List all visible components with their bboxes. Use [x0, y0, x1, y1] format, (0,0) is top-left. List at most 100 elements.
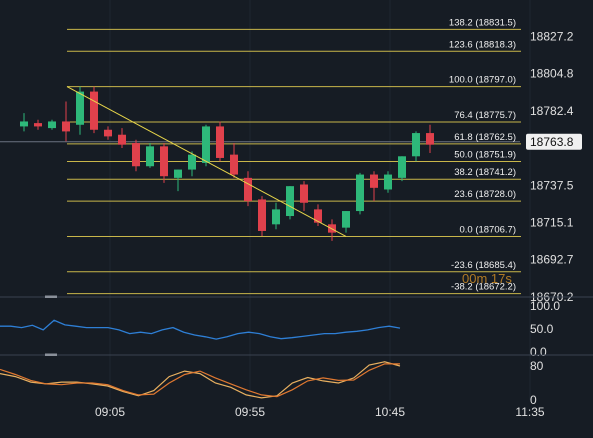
fib-level-label: -23.6 (18685.4) — [451, 260, 516, 271]
candle — [426, 124, 434, 153]
candle-body — [48, 121, 56, 129]
candle-body — [76, 91, 84, 125]
candle — [76, 86, 84, 135]
candle — [118, 128, 126, 149]
candle — [62, 101, 70, 142]
price-tick-label: 18827.2 — [530, 30, 574, 44]
fib-level-label: 76.4 (18775.7) — [454, 110, 516, 121]
candle — [398, 156, 406, 182]
fib-level-label: 138.2 (18831.5) — [449, 17, 516, 28]
fib-level-label: 38.2 (18741.2) — [454, 167, 516, 178]
time-tick-label: 09:05 — [95, 405, 125, 419]
candle-body — [34, 123, 42, 127]
candle-body — [216, 126, 224, 158]
stochastic-indicator-panel[interactable]: 80 0 — [0, 359, 544, 407]
stoch-tick-label: 0 — [530, 393, 537, 407]
candle-body — [384, 174, 392, 190]
candle-timer: 00m 17s — [462, 271, 512, 286]
candle-body — [20, 121, 28, 127]
trend-line[interactable] — [66, 86, 347, 237]
candle-body — [202, 126, 210, 163]
candlestick-series — [20, 86, 434, 241]
candle-body — [62, 121, 70, 132]
candle — [300, 181, 308, 212]
rsi-tick-label: 0.0 — [530, 345, 547, 359]
trend-line-segment[interactable] — [66, 86, 347, 237]
candle — [104, 126, 112, 140]
price-axis[interactable]: 18827.2 18804.8 18782.4 18737.5 18715.1 18692… — [526, 30, 582, 305]
candle-body — [342, 211, 350, 228]
candle — [370, 171, 378, 202]
candle-body — [146, 146, 154, 167]
rsi-tick-label: 50.0 — [530, 322, 554, 336]
candle-body — [398, 156, 406, 178]
candle-body — [230, 154, 238, 175]
fib-level-label: 100.0 (18797.0) — [449, 75, 516, 86]
candle-body — [426, 133, 434, 145]
candle — [356, 172, 364, 215]
price-tick-label: 18715.1 — [530, 216, 574, 230]
time-tick-label: 09:55 — [235, 405, 265, 419]
panel-separators — [0, 295, 593, 356]
rsi-indicator-panel[interactable]: 100.0 50.0 0.0 — [0, 299, 560, 359]
candle-body — [188, 154, 196, 170]
price-tick-label: 18804.8 — [530, 67, 574, 81]
rsi-tick-label: 100.0 — [530, 299, 560, 313]
candle-body — [314, 209, 322, 223]
rsi-line — [0, 319, 401, 340]
candle-body — [412, 133, 420, 157]
current-price-value: 18763.8 — [530, 135, 574, 149]
candle — [272, 202, 280, 230]
stoch-k-line — [0, 361, 401, 399]
candle-body — [244, 177, 252, 202]
fib-level-label: -38.2 (18672.2) — [451, 282, 516, 293]
fib-level-label: 50.0 (18751.9) — [454, 149, 516, 160]
fibonacci-retracement[interactable]: 138.2 (18831.5) 123.6 (18818.3) 100.0 (187… — [67, 17, 521, 295]
candle — [314, 204, 322, 226]
candle-body — [370, 174, 378, 188]
candle — [48, 119, 56, 130]
candle — [230, 143, 238, 178]
stoch-d-line — [0, 363, 400, 398]
grid — [0, 0, 531, 400]
candle-body — [286, 186, 294, 217]
candle — [90, 86, 98, 134]
candle — [174, 169, 182, 192]
price-tick-label: 18782.4 — [530, 104, 574, 118]
time-axis: 09:05 09:55 10:45 11:35 — [95, 405, 545, 419]
candle — [160, 143, 168, 183]
candle-body — [104, 129, 112, 137]
candle-body — [272, 209, 280, 225]
candle — [286, 186, 294, 220]
candle — [146, 143, 154, 168]
candle-body — [174, 169, 182, 178]
stoch-tick-label: 80 — [530, 359, 544, 373]
candle — [20, 113, 28, 132]
candle — [202, 124, 210, 167]
candle-body — [90, 91, 98, 130]
panel-resize-handle — [45, 295, 57, 298]
time-tick-label: 10:45 — [375, 405, 405, 419]
fib-level-label: 61.8 (18762.5) — [454, 132, 516, 143]
price-tick-label: 18737.5 — [530, 178, 574, 192]
candle-body — [300, 184, 308, 203]
candle — [216, 121, 224, 162]
current-price-tag-bg — [526, 133, 582, 150]
fib-level-label: 23.6 (18728.0) — [454, 189, 516, 200]
candle — [384, 171, 392, 193]
price-tick-label: 18692.7 — [530, 253, 574, 267]
candle — [34, 119, 42, 130]
time-tick-label: 11:35 — [515, 405, 544, 419]
candle — [132, 139, 140, 172]
candle-body — [258, 199, 266, 231]
candle — [412, 131, 420, 162]
candle — [188, 151, 196, 177]
candle-body — [160, 146, 168, 177]
panel-resize-handle — [45, 353, 57, 356]
current-price-tag[interactable]: 18763.8 — [526, 133, 582, 150]
candle-body — [118, 134, 126, 145]
candle — [244, 171, 252, 207]
candle — [258, 196, 266, 236]
